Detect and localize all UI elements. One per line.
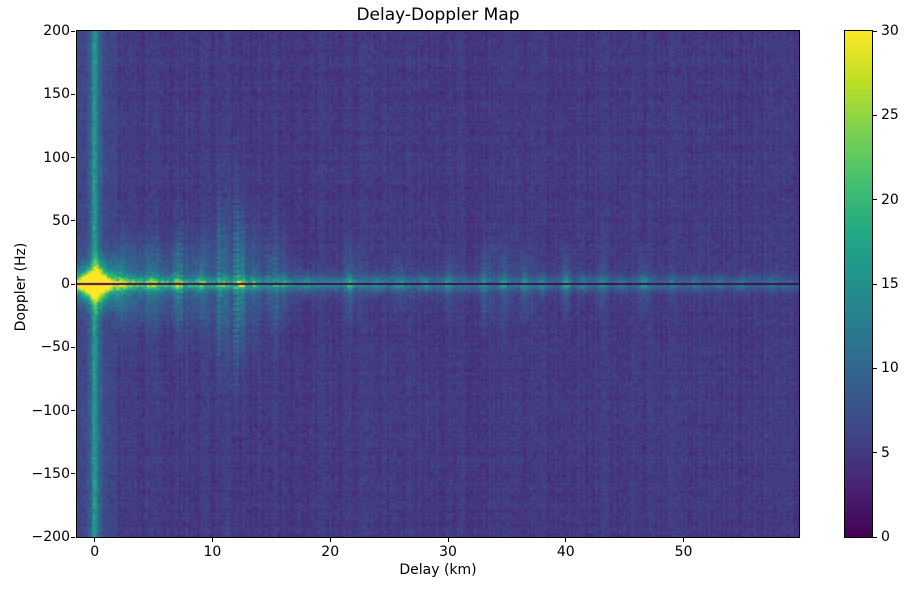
y-tick-label: 200: [43, 23, 70, 39]
x-tick-label: 50: [674, 544, 693, 560]
y-tick-label: −200: [31, 529, 70, 545]
y-axis-label-text: Doppler (Hz): [13, 242, 29, 332]
y-tick-label: 0: [61, 276, 70, 292]
y-tick-mark: [71, 283, 75, 285]
colorbar-tick-mark: [873, 452, 877, 454]
x-tick-mark: [565, 538, 567, 542]
colorbar-tick-label: 30: [881, 23, 899, 39]
x-tick-mark: [211, 538, 213, 542]
y-tick-mark: [71, 410, 75, 411]
y-tick-label: −50: [40, 339, 70, 356]
colorbar-tick-label: 20: [881, 191, 899, 208]
x-tick-mark: [94, 538, 96, 542]
y-tick-mark: [71, 473, 75, 475]
y-tick-mark: [71, 30, 75, 32]
chart-title: Delay-Doppler Map: [356, 5, 520, 25]
colorbar-tick-mark: [873, 283, 877, 285]
colorbar-tick-mark: [873, 367, 877, 369]
x-tick-mark: [329, 538, 331, 542]
y-tick-label: −150: [31, 465, 70, 482]
heatmap-canvas: [77, 31, 799, 537]
x-tick-label: 0: [90, 544, 100, 560]
colorbar: [844, 30, 873, 538]
y-tick-mark: [71, 536, 75, 538]
colorbar-tick-label: 10: [881, 360, 899, 377]
plot-area: [76, 30, 800, 538]
y-tick-label: 100: [43, 149, 70, 166]
colorbar-gradient: [845, 31, 872, 537]
y-tick-label: 50: [52, 212, 70, 229]
colorbar-tick-mark: [873, 114, 877, 116]
x-tick-label: 10: [203, 544, 222, 560]
x-tick-mark: [683, 538, 685, 542]
y-tick-mark: [71, 346, 75, 348]
colorbar-tick-mark: [873, 199, 877, 201]
x-axis-label: Delay (km): [399, 562, 477, 578]
colorbar-tick-mark: [873, 536, 877, 538]
x-tick-mark: [447, 538, 449, 542]
y-tick-label: −100: [31, 402, 70, 419]
y-tick-mark: [71, 157, 75, 158]
x-tick-label: 30: [439, 544, 457, 560]
colorbar-tick-label: 25: [881, 107, 899, 124]
y-tick-label: 150: [43, 86, 70, 103]
colorbar-tick-label: 5: [881, 444, 890, 461]
colorbar-tick-mark: [873, 30, 877, 32]
colorbar-tick-label: 15: [881, 276, 899, 292]
x-tick-label: 40: [556, 544, 575, 560]
y-tick-mark: [71, 93, 75, 95]
y-tick-mark: [71, 220, 75, 222]
x-tick-label: 20: [321, 544, 340, 560]
colorbar-tick-label: 0: [881, 529, 890, 545]
